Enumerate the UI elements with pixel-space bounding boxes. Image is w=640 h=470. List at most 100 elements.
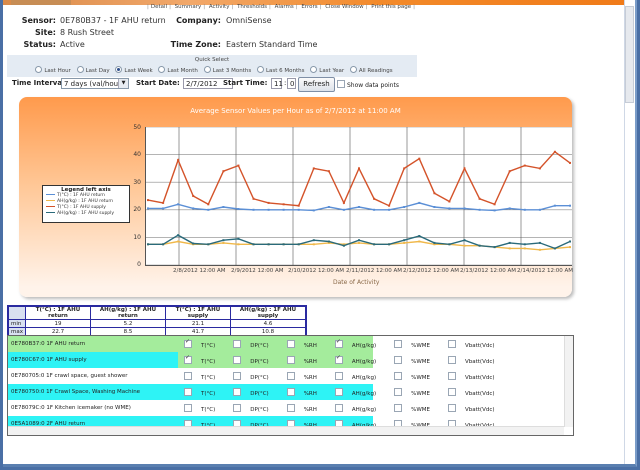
- sensor-option-checkbox[interactable]: AH(g/kg): [334, 338, 385, 349]
- checkbox[interactable]: [184, 354, 192, 364]
- checkbox[interactable]: [334, 338, 343, 348]
- checkbox[interactable]: [233, 404, 242, 412]
- sensor-option-checkbox[interactable]: Vbatt(Vdc): [447, 404, 504, 413]
- radio-last-year[interactable]: Last Year: [306, 66, 344, 74]
- sensor-option-checkbox[interactable]: DP(°C): [233, 340, 277, 349]
- sensor-list-vertical-scrollbar[interactable]: [564, 336, 573, 427]
- sensor-name: 0E5A1089:0 2F AHU return: [11, 421, 86, 427]
- nav-alarms[interactable]: Alarms: [274, 4, 294, 10]
- nav-detail[interactable]: Detail: [150, 4, 168, 10]
- sensor-option-checkbox[interactable]: %WME: [394, 388, 439, 397]
- sensor-option-checkbox[interactable]: AH(g/kg): [334, 404, 385, 413]
- sensor-option-checkbox[interactable]: Vbatt(Vdc): [447, 340, 504, 349]
- checkbox[interactable]: [447, 404, 456, 412]
- checkbox[interactable]: [447, 340, 456, 348]
- checkbox[interactable]: [447, 388, 456, 396]
- sensor-option-checkbox[interactable]: AH(g/kg): [334, 388, 385, 397]
- checkbox[interactable]: [184, 372, 192, 380]
- sensor-option-checkbox[interactable]: T(°C): [184, 354, 224, 365]
- radio-last-hour[interactable]: Last Hour: [31, 66, 71, 74]
- legend-item: T(°C) : 1F AHU return: [43, 193, 129, 199]
- page-scrollbar-thumb[interactable]: [625, 6, 634, 103]
- start-minute-input[interactable]: 0: [287, 78, 296, 89]
- nav-thresholds[interactable]: Thresholds: [237, 4, 268, 10]
- sensor-option-checkbox[interactable]: %RH: [286, 340, 326, 349]
- start-date-label: Start Date:: [136, 79, 180, 87]
- checkbox[interactable]: [233, 388, 242, 396]
- nav-summary[interactable]: Summary: [174, 4, 202, 10]
- checkbox[interactable]: [334, 372, 343, 380]
- checkbox[interactable]: [394, 372, 403, 380]
- sensor-name: 0E78079C:0 1F Kitchen icemaker (no WME): [11, 405, 131, 411]
- checkbox[interactable]: [233, 372, 242, 380]
- sensor-option-checkbox[interactable]: %RH: [286, 356, 326, 365]
- sensor-option-checkbox[interactable]: Vbatt(Vdc): [447, 356, 504, 365]
- checkbox[interactable]: [184, 404, 192, 412]
- checkbox[interactable]: [184, 388, 192, 396]
- radio-last-month[interactable]: Last Month: [154, 66, 198, 74]
- show-data-points-checkbox[interactable]: [337, 80, 345, 88]
- checkbox[interactable]: [447, 372, 456, 380]
- chevron-down-icon[interactable]: ▼: [118, 79, 128, 88]
- sensor-option-checkbox[interactable]: AH(g/kg): [334, 372, 385, 381]
- checkbox[interactable]: [334, 388, 343, 396]
- sensor-option-checkbox[interactable]: AH(g/kg): [334, 354, 385, 365]
- sensor-option-checkbox[interactable]: DP(°C): [233, 388, 277, 397]
- sensor-option-checkbox[interactable]: %WME: [394, 356, 439, 365]
- page-scrollbar[interactable]: [624, 0, 634, 464]
- x-tick: 2/11/2012 12:00 AM: [346, 268, 403, 274]
- time-interval-select[interactable]: 7 days (val/hour) ▼: [61, 78, 129, 89]
- checkbox[interactable]: [394, 356, 403, 364]
- start-hour-input[interactable]: 11: [271, 78, 283, 89]
- sensor-option-checkbox[interactable]: Vbatt(Vdc): [447, 388, 504, 397]
- sensor-option-checkbox[interactable]: %WME: [394, 340, 439, 349]
- checkbox[interactable]: [286, 340, 295, 348]
- sensor-list: 0E780B37:0 1F AHU return T(°C) DP(°C) %RH AH…: [7, 335, 574, 436]
- nav-close-window[interactable]: Close Window: [325, 4, 364, 10]
- sensor-option-checkbox[interactable]: DP(°C): [233, 404, 277, 413]
- checkbox[interactable]: [394, 404, 403, 412]
- radio-all-readings[interactable]: All Readings: [346, 66, 393, 74]
- sensor-option-checkbox[interactable]: T(°C): [184, 388, 224, 397]
- sensor-option-checkbox[interactable]: T(°C): [184, 372, 224, 381]
- nav-errors[interactable]: Errors: [301, 4, 318, 10]
- stats-header: T(°C) : 1F AHU supply: [164, 305, 231, 320]
- refresh-button[interactable]: Refresh: [298, 77, 335, 92]
- sensor-option-checkbox[interactable]: Vbatt(Vdc): [447, 372, 504, 381]
- show-data-points[interactable]: Show data points: [337, 80, 399, 89]
- legend-item: AH(g/kg) : 1F AHU supply: [43, 211, 129, 217]
- checkbox[interactable]: [447, 356, 456, 364]
- radio-last-3-months[interactable]: Last 3 Months: [200, 66, 251, 74]
- x-tick: 2/13/2012 12:00 AM: [460, 268, 517, 274]
- checkbox[interactable]: [334, 404, 343, 412]
- radio-last-week[interactable]: Last Week: [111, 66, 153, 74]
- sensor-option-checkbox[interactable]: DP(°C): [233, 356, 277, 365]
- x-tick: 2/14/2012 12:00 AM: [517, 268, 574, 274]
- sensor-option-checkbox[interactable]: %RH: [286, 388, 326, 397]
- checkbox[interactable]: [286, 356, 295, 364]
- start-date-input[interactable]: 2/7/2012: [183, 78, 233, 89]
- checkbox[interactable]: [286, 372, 295, 380]
- checkbox[interactable]: [233, 356, 242, 364]
- sensor-option-checkbox[interactable]: T(°C): [184, 338, 224, 349]
- sensor-list-horizontal-scrollbar[interactable]: [8, 426, 564, 435]
- checkbox[interactable]: [233, 340, 242, 348]
- checkbox[interactable]: [394, 388, 403, 396]
- sensor-option-checkbox[interactable]: %RH: [286, 404, 326, 413]
- nav-print[interactable]: Print this page: [371, 4, 412, 10]
- checkbox[interactable]: [394, 340, 403, 348]
- checkbox[interactable]: [286, 388, 295, 396]
- nav-activity[interactable]: Activity: [208, 4, 230, 10]
- sensor-option-checkbox[interactable]: T(°C): [184, 404, 224, 413]
- sensor-option-checkbox[interactable]: %WME: [394, 404, 439, 413]
- radio-last-day[interactable]: Last Day: [73, 66, 110, 74]
- sensor-name: 0E780B37:0 1F AHU return: [11, 341, 86, 347]
- checkbox[interactable]: [286, 404, 295, 412]
- sensor-option-checkbox[interactable]: %RH: [286, 372, 326, 381]
- sensor-option-checkbox[interactable]: %WME: [394, 372, 439, 381]
- sensor-option-checkbox[interactable]: DP(°C): [233, 372, 277, 381]
- checkbox[interactable]: [334, 354, 343, 364]
- checkbox[interactable]: [184, 338, 192, 348]
- browser-window: | Detail | Summary | Activity | Thresholds | …: [3, 0, 637, 467]
- radio-last-6-months[interactable]: Last 6 Months: [253, 66, 305, 74]
